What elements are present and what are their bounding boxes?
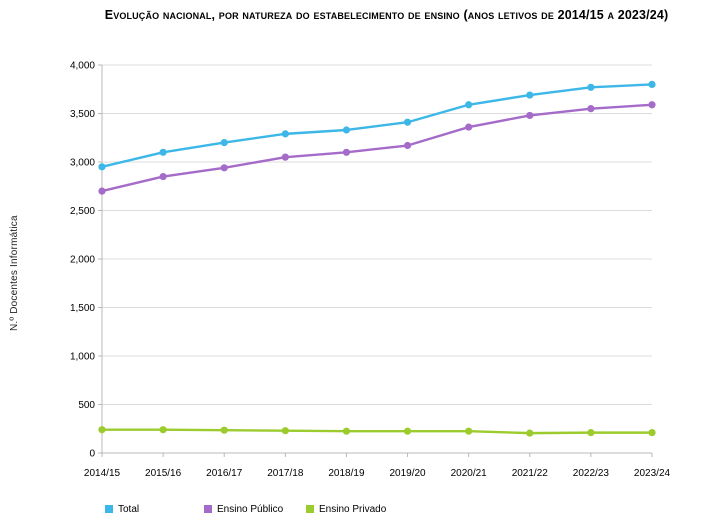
y-tick-label: 3,500 [70,109,95,120]
series-line [100,83,654,169]
y-tick-label: 0 [89,449,95,460]
legend-label: Total [118,503,140,515]
y-tick-label: 4,000 [70,61,95,72]
legend-swatch [204,505,212,513]
x-tick-label: 2021/22 [512,468,549,479]
series-line [100,428,654,435]
legend-item-ensino-público[interactable]: Ensino Público [204,502,283,516]
data-point[interactable] [526,111,534,120]
grid-layer [102,64,652,405]
data-point[interactable] [281,130,289,138]
data-point[interactable] [526,91,534,99]
data-point[interactable] [403,118,412,126]
data-point[interactable] [465,101,473,109]
data-point[interactable] [648,80,656,88]
data-point[interactable] [587,83,595,91]
data-point[interactable] [342,427,351,435]
legend-item-total[interactable]: Total [105,502,139,516]
data-point[interactable] [342,148,351,156]
legend-label: Ensino Privado [319,503,387,515]
data-point[interactable] [159,426,167,434]
series-line [100,103,654,193]
data-point[interactable] [220,139,228,147]
y-tick-label: 2,000 [70,255,95,266]
x-tick-label: 2018/19 [328,468,365,479]
series-ensino-privado [98,426,656,437]
data-point[interactable] [281,427,289,435]
x-tick-label: 2016/17 [206,468,243,479]
axis-layer: 0 500 1,000 1,500 2,000 2,500 3,000 3,500 4,000 2… [70,61,671,480]
data-point[interactable] [587,429,595,437]
y-tick-label: 500 [78,400,95,411]
data-point[interactable] [281,153,289,161]
series-ensino-público [98,101,656,195]
series-total [98,80,656,171]
data-point[interactable] [98,187,106,195]
y-tick-label: 1,000 [70,352,95,363]
chart-title: Evolução nacional, por natureza do estab… [104,8,669,22]
data-point[interactable] [98,163,106,171]
data-point[interactable] [403,427,412,435]
data-point[interactable] [648,429,656,437]
data-point[interactable] [587,105,595,113]
y-tick-label: 1,500 [70,303,95,314]
x-tick-label: 2023/24 [634,468,671,479]
legend-swatch [105,505,113,513]
data-point[interactable] [465,427,473,435]
legend-swatch [306,505,314,513]
data-point[interactable] [159,148,167,156]
legend-label: Ensino Público [217,503,284,515]
data-point[interactable] [220,164,228,172]
x-tick-label: 2020/21 [451,468,488,479]
data-point[interactable] [98,426,106,434]
x-tick-label: 2017/18 [267,468,304,479]
data-point[interactable] [648,101,656,109]
data-point[interactable] [403,141,412,150]
x-tick-label: 2014/15 [84,468,121,479]
legend-item-ensino-privado[interactable]: Ensino Privado [306,502,386,516]
data-point[interactable] [526,429,534,437]
y-tick-label: 3,000 [70,158,95,169]
data-point[interactable] [465,123,473,131]
data-point[interactable] [342,126,351,134]
x-tick-label: 2022/23 [573,468,610,479]
data-point[interactable] [159,172,167,181]
x-tick-label: 2015/16 [145,468,182,479]
data-point[interactable] [220,426,228,434]
y-tick-label: 2,500 [70,206,95,217]
x-tick-label: 2019/20 [389,468,426,479]
